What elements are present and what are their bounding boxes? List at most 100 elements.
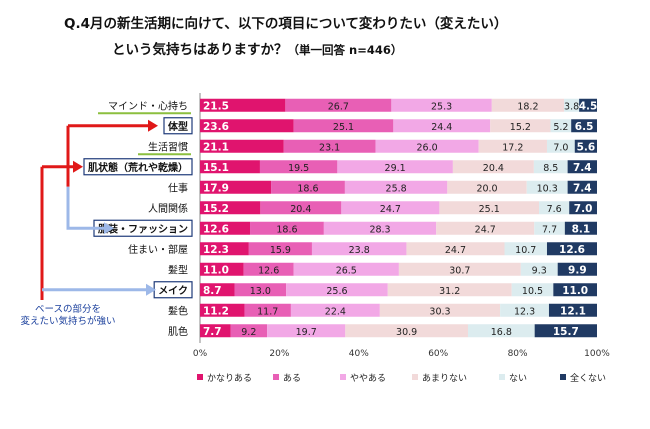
bar-segment: [393, 119, 491, 133]
bar-segment: [200, 242, 249, 256]
category-label: 肌状態（荒れや乾燥）: [88, 161, 188, 174]
legend-swatch: [273, 374, 279, 380]
bar-value-label: 5.2: [553, 122, 568, 133]
bar-value-label: 25.6: [326, 286, 347, 297]
bar-segment: [491, 98, 565, 112]
bar-segment: [391, 98, 492, 112]
bar-value-label: 25.1: [479, 204, 500, 215]
annotation-note: ベースの部分を 変えたい気持ちが強い: [18, 304, 118, 328]
x-tick-label: 20%: [269, 349, 289, 359]
category-label: 仕事: [168, 181, 188, 194]
bar-value-label: 23.6: [203, 121, 229, 133]
bar-value-label: 25.3: [431, 101, 452, 112]
chart-title-line1: Q.4月の新生活期に向けて、以下の項目について変わりたい（変えたい）: [64, 16, 508, 32]
bar-value-label: 19.5: [288, 163, 309, 174]
bar-value-label: 6.5: [575, 121, 594, 133]
bar-value-label: 7.7: [203, 326, 222, 338]
legend-label: あまりない: [422, 373, 467, 384]
bar-value-label: 12.3: [514, 306, 535, 317]
bar-segment: [504, 242, 547, 256]
bar-segment: [526, 180, 568, 194]
bar-value-label: 23.1: [319, 142, 340, 153]
bar-segment: [271, 180, 345, 194]
bar-segment: [564, 221, 597, 235]
bar-value-label: 7.0: [553, 142, 568, 153]
bar-segment: [200, 221, 251, 235]
bar-value-label: 15.2: [203, 203, 229, 215]
category-highlight-box: [163, 117, 193, 135]
bar-value-label: 7.4: [573, 182, 592, 194]
bar-value-label: 20.4: [483, 163, 504, 174]
bar-value-label: 15.1: [203, 162, 229, 174]
bar-value-label: 23.8: [349, 245, 370, 256]
bar-segment: [243, 262, 294, 276]
bar-segment: [567, 160, 597, 174]
bar-segment: [387, 283, 512, 297]
blue-arrow-line: [66, 186, 106, 230]
bar-value-label: 29.1: [385, 163, 406, 174]
bar-value-label: 12.6: [559, 244, 585, 256]
bar-segment: [490, 119, 551, 133]
bar-segment: [248, 242, 312, 256]
legend-label: 全くない: [570, 372, 606, 384]
x-tick-label: 100%: [584, 349, 610, 359]
legend-label: ある: [283, 373, 301, 384]
bar-segment: [200, 139, 284, 153]
category-label: マインド・心持ち: [108, 99, 188, 112]
bar-segment: [200, 201, 261, 215]
bar-segment: [452, 160, 534, 174]
bar-segment: [550, 119, 572, 133]
bar-segment: [323, 221, 437, 235]
bar-segment: [569, 201, 597, 215]
bar-segment: [341, 201, 440, 215]
bar-segment: [260, 201, 342, 215]
bar-value-label: 8.7: [203, 285, 222, 297]
category-label: 生活習慣: [148, 140, 188, 153]
bar-value-label: 21.5: [203, 100, 229, 112]
bar-segment: [283, 139, 376, 153]
chart-title-main: という気持ちはありますか？: [112, 42, 288, 58]
category-label: 肌色: [168, 325, 188, 338]
bar-segment: [259, 160, 338, 174]
bar-value-label: 7.0: [574, 203, 593, 215]
bar-value-label: 7.4: [573, 162, 592, 174]
bar-segment: [511, 283, 554, 297]
bar-value-label: 18.6: [276, 224, 297, 235]
blue-arrow-head: [104, 222, 114, 235]
bar-segment: [534, 324, 597, 338]
bar-segment: [546, 139, 575, 153]
bar-value-label: 9.2: [241, 327, 256, 338]
red-arrow-head: [73, 160, 83, 173]
bar-value-label: 12.6: [203, 223, 229, 235]
bar-value-label: 20.0: [476, 183, 497, 194]
bar-value-label: 25.1: [333, 122, 354, 133]
bar-value-label: 13.0: [250, 286, 271, 297]
bar-value-label: 11.0: [203, 264, 229, 276]
bar-value-label: 24.7: [380, 204, 401, 215]
bar-value-label: 10.3: [537, 183, 558, 194]
bar-segment: [244, 303, 291, 317]
bar-segment: [436, 221, 535, 235]
bar-segment: [200, 98, 286, 112]
bar-segment: [520, 262, 558, 276]
bar-segment: [234, 283, 287, 297]
bar-segment: [574, 139, 597, 153]
bar-value-label: 28.3: [369, 224, 390, 235]
bar-segment: [293, 262, 399, 276]
legend-label: ない: [509, 373, 527, 384]
bar-value-label: 26.7: [328, 101, 349, 112]
legend-swatch: [412, 374, 418, 380]
blue-arrow-head: [146, 283, 156, 296]
bar-segment: [286, 283, 388, 297]
bar-segment: [500, 303, 549, 317]
bar-segment: [290, 303, 380, 317]
bar-value-label: 10.5: [522, 286, 543, 297]
bar-value-label: 24.7: [475, 224, 496, 235]
bar-segment: [447, 180, 527, 194]
bar-value-label: 11.0: [562, 285, 588, 297]
bar-segment: [200, 160, 260, 174]
bar-value-label: 30.7: [449, 265, 470, 276]
category-label: 服装・ファッション: [98, 222, 188, 235]
bar-value-label: 17.2: [502, 142, 523, 153]
bar-value-label: 22.4: [325, 306, 346, 317]
